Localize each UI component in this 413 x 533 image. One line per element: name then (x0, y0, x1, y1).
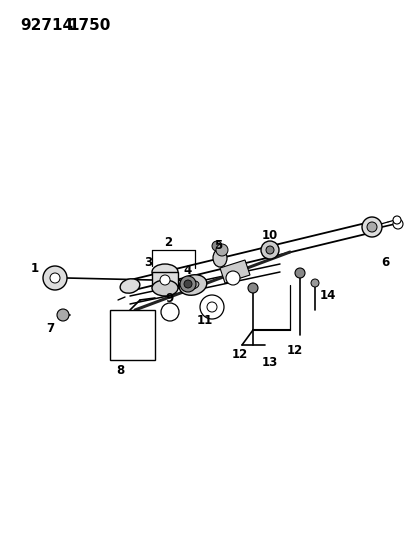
Text: 6: 6 (380, 255, 388, 269)
Circle shape (180, 276, 195, 292)
Text: 14: 14 (319, 288, 335, 302)
Text: 10: 10 (261, 229, 278, 241)
Bar (110, 310, 154, 360)
Text: 12: 12 (231, 349, 247, 361)
Circle shape (310, 279, 318, 287)
Circle shape (50, 273, 60, 283)
Ellipse shape (187, 281, 198, 289)
Circle shape (366, 222, 376, 232)
Text: 1750: 1750 (68, 18, 110, 33)
Circle shape (216, 244, 228, 256)
Circle shape (206, 302, 216, 312)
Text: 8: 8 (116, 364, 124, 376)
Circle shape (57, 309, 69, 321)
Circle shape (43, 266, 67, 290)
Circle shape (225, 271, 240, 285)
Bar (152, 272, 178, 288)
Text: 12: 12 (286, 343, 302, 357)
Text: 1: 1 (31, 262, 39, 274)
Text: 4: 4 (183, 263, 192, 277)
Ellipse shape (152, 264, 178, 280)
Text: 5: 5 (214, 238, 222, 252)
Text: 7: 7 (46, 321, 54, 335)
Ellipse shape (212, 249, 226, 267)
Text: 92714: 92714 (20, 18, 73, 33)
Ellipse shape (152, 280, 178, 296)
Circle shape (183, 280, 192, 288)
Text: 11: 11 (197, 313, 213, 327)
Circle shape (392, 219, 402, 229)
Polygon shape (219, 260, 249, 283)
Ellipse shape (179, 274, 206, 295)
Circle shape (211, 241, 221, 251)
Text: 9: 9 (166, 292, 174, 304)
Circle shape (247, 283, 257, 293)
Ellipse shape (120, 279, 140, 293)
Circle shape (159, 275, 170, 285)
Circle shape (199, 295, 223, 319)
Circle shape (294, 268, 304, 278)
Text: 2: 2 (164, 236, 172, 248)
Circle shape (361, 217, 381, 237)
Circle shape (161, 303, 178, 321)
Circle shape (260, 241, 278, 259)
Text: 3: 3 (144, 255, 152, 269)
Circle shape (392, 216, 400, 224)
Circle shape (266, 246, 273, 254)
Text: 13: 13 (261, 357, 278, 369)
